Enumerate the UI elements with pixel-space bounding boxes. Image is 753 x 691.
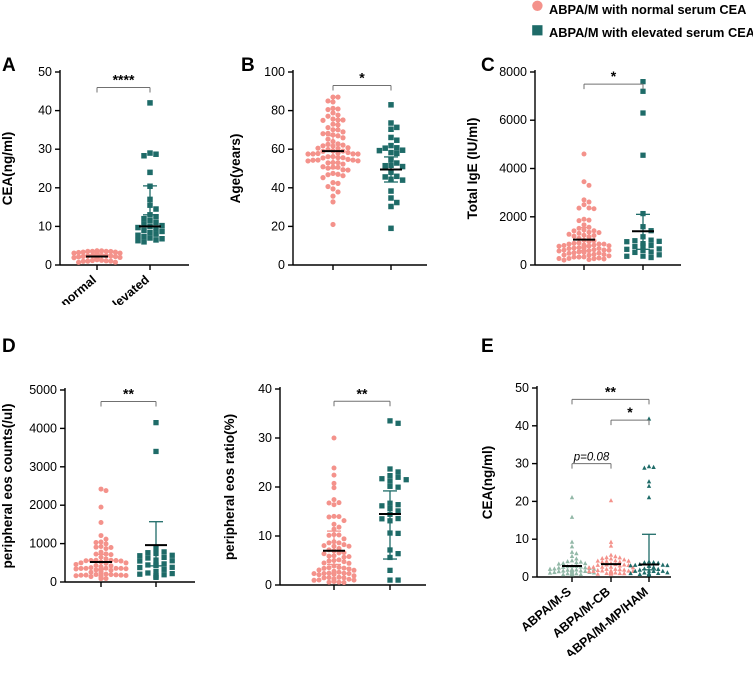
- svg-text:*: *: [359, 70, 365, 86]
- svg-text:**: **: [357, 385, 368, 401]
- svg-text:20: 20: [38, 181, 52, 195]
- svg-text:*: *: [627, 404, 633, 420]
- svg-text:Age(years): Age(years): [228, 134, 243, 204]
- svg-text:10: 10: [515, 532, 529, 546]
- svg-text:0: 0: [520, 258, 527, 272]
- svg-text:50: 50: [38, 65, 52, 79]
- svg-text:20: 20: [515, 494, 529, 508]
- svg-text:20: 20: [271, 219, 285, 233]
- svg-text:2000: 2000: [499, 210, 527, 224]
- svg-text:80: 80: [271, 104, 285, 118]
- svg-text:30: 30: [515, 457, 529, 471]
- svg-text:**: **: [605, 383, 616, 399]
- svg-text:8000: 8000: [499, 65, 527, 79]
- svg-text:0: 0: [522, 570, 529, 584]
- svg-text:1000: 1000: [29, 537, 57, 551]
- svg-text:100: 100: [264, 65, 285, 79]
- svg-text:Total IgE (IU/ml): Total IgE (IU/ml): [465, 118, 480, 220]
- svg-text:p=0.08: p=0.08: [573, 452, 610, 464]
- svg-text:10: 10: [258, 529, 272, 543]
- svg-text:0: 0: [50, 575, 57, 589]
- svg-text:10: 10: [38, 219, 52, 233]
- svg-text:****: ****: [113, 71, 135, 87]
- svg-text:CEA(ng/ml): CEA(ng/ml): [480, 446, 495, 520]
- svg-text:4000: 4000: [499, 162, 527, 176]
- svg-text:40: 40: [38, 104, 52, 118]
- svg-text:40: 40: [271, 181, 285, 195]
- svg-text:peripheral eos counts(/ul): peripheral eos counts(/ul): [0, 403, 15, 568]
- svg-text:normal: normal: [58, 273, 99, 305]
- svg-text:CEA(ng/ml): CEA(ng/ml): [0, 132, 15, 206]
- svg-text:40: 40: [515, 419, 529, 433]
- svg-text:4000: 4000: [29, 421, 57, 435]
- svg-text:0: 0: [45, 258, 52, 272]
- svg-text:30: 30: [38, 142, 52, 156]
- svg-text:**: **: [123, 386, 134, 402]
- svg-text:peripheral eos ratio(%): peripheral eos ratio(%): [222, 414, 237, 560]
- svg-text:40: 40: [258, 382, 272, 396]
- svg-text:*: *: [611, 68, 617, 84]
- svg-text:0: 0: [265, 578, 272, 590]
- svg-text:5000: 5000: [29, 383, 57, 397]
- svg-text:60: 60: [271, 142, 285, 156]
- svg-text:elevated: elevated: [105, 273, 152, 305]
- svg-text:30: 30: [258, 431, 272, 445]
- svg-text:0: 0: [278, 258, 285, 272]
- svg-text:20: 20: [258, 480, 272, 494]
- svg-text:2000: 2000: [29, 498, 57, 512]
- svg-text:3000: 3000: [29, 460, 57, 474]
- svg-text:6000: 6000: [499, 113, 527, 127]
- svg-text:50: 50: [515, 381, 529, 395]
